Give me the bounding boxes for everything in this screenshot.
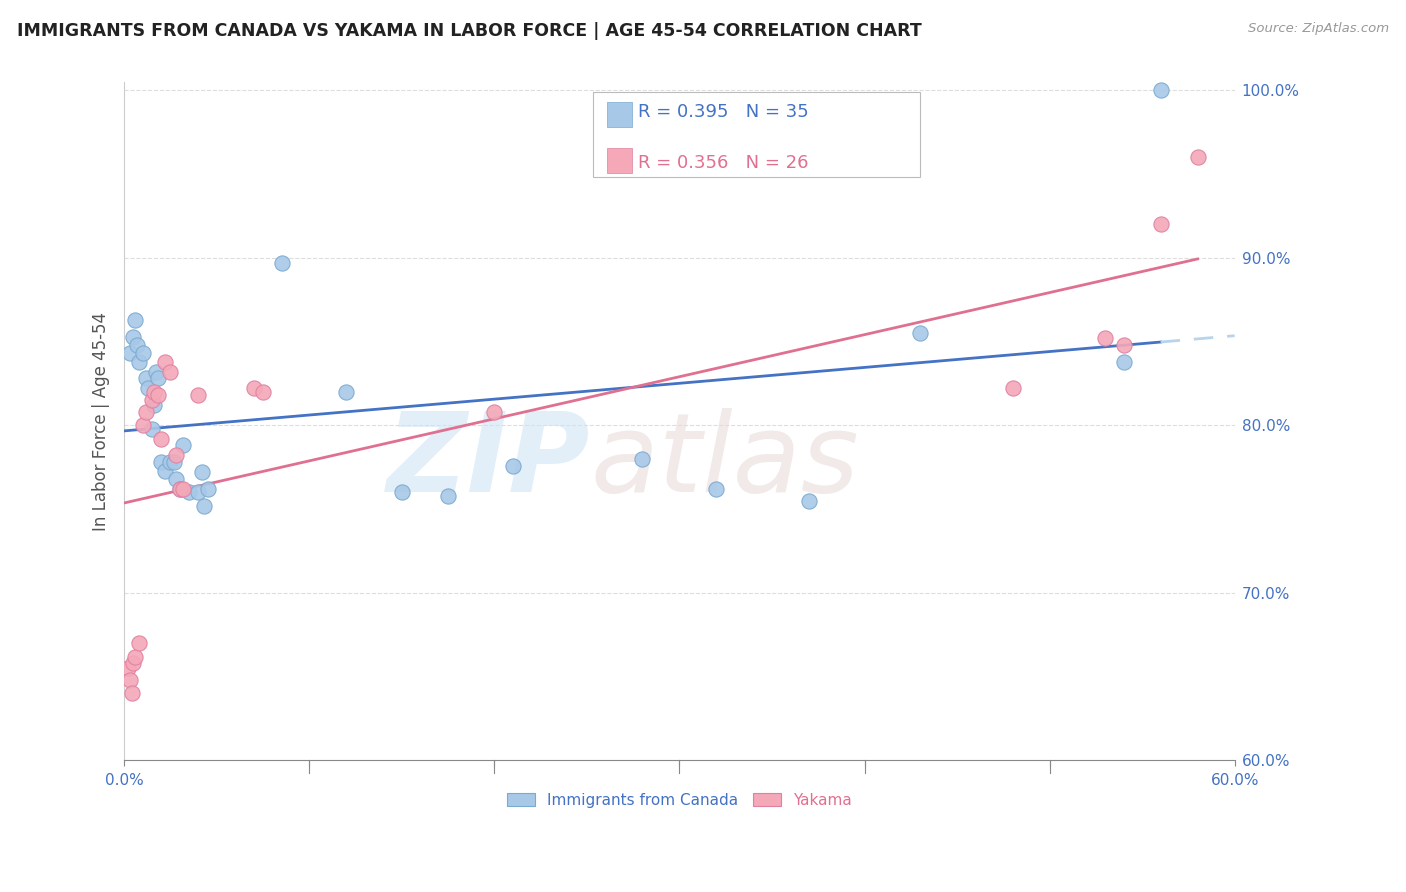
- Point: [146, 388, 169, 402]
- Point: [128, 354, 150, 368]
- Point: [169, 482, 191, 496]
- Point: [631, 451, 654, 466]
- Point: [1001, 382, 1024, 396]
- Point: [132, 418, 155, 433]
- Point: [142, 398, 165, 412]
- Point: [142, 384, 165, 399]
- Point: [1149, 217, 1171, 231]
- Point: [141, 393, 163, 408]
- Text: R = 0.395   N = 35: R = 0.395 N = 35: [638, 103, 808, 121]
- Point: [150, 432, 173, 446]
- Legend: Immigrants from Canada, Yakama: Immigrants from Canada, Yakama: [501, 787, 858, 814]
- Point: [124, 313, 146, 327]
- Point: [908, 326, 931, 341]
- Point: [437, 489, 460, 503]
- Point: [150, 455, 173, 469]
- Point: [252, 384, 274, 399]
- Point: [1112, 338, 1135, 352]
- Text: R = 0.356   N = 26: R = 0.356 N = 26: [638, 154, 808, 172]
- Point: [187, 485, 209, 500]
- Point: [191, 465, 214, 479]
- Point: [128, 636, 150, 650]
- Point: [136, 382, 159, 396]
- Point: [117, 661, 139, 675]
- Point: [165, 472, 187, 486]
- Point: [141, 422, 163, 436]
- Point: [169, 482, 191, 496]
- Point: [159, 365, 181, 379]
- FancyBboxPatch shape: [593, 92, 921, 177]
- Point: [187, 388, 209, 402]
- Point: [132, 346, 155, 360]
- Point: [127, 338, 149, 352]
- Point: [197, 482, 219, 496]
- Point: [159, 455, 181, 469]
- Point: [1112, 354, 1135, 368]
- Point: [193, 499, 215, 513]
- Point: [145, 365, 167, 379]
- Point: [122, 657, 145, 671]
- Point: [797, 493, 820, 508]
- Text: atlas: atlas: [591, 409, 859, 516]
- Point: [124, 649, 146, 664]
- Point: [1094, 331, 1116, 345]
- Point: [484, 405, 506, 419]
- Point: [153, 464, 176, 478]
- Point: [1149, 83, 1171, 97]
- Text: ZIP: ZIP: [387, 409, 591, 516]
- Point: [163, 455, 186, 469]
- Point: [242, 382, 264, 396]
- Point: [1187, 150, 1209, 164]
- Point: [270, 256, 292, 270]
- Point: [122, 329, 145, 343]
- Point: [165, 449, 187, 463]
- Point: [135, 405, 157, 419]
- Point: [335, 384, 357, 399]
- Text: IMMIGRANTS FROM CANADA VS YAKAMA IN LABOR FORCE | AGE 45-54 CORRELATION CHART: IMMIGRANTS FROM CANADA VS YAKAMA IN LABO…: [17, 22, 921, 40]
- Text: Source: ZipAtlas.com: Source: ZipAtlas.com: [1249, 22, 1389, 36]
- Point: [391, 485, 413, 500]
- Point: [172, 482, 194, 496]
- Point: [502, 458, 524, 473]
- Point: [706, 482, 728, 496]
- Y-axis label: In Labor Force | Age 45-54: In Labor Force | Age 45-54: [93, 311, 110, 531]
- Point: [177, 485, 200, 500]
- Point: [121, 686, 143, 700]
- Bar: [607, 148, 631, 174]
- Point: [135, 371, 157, 385]
- Point: [118, 346, 141, 360]
- Point: [118, 673, 141, 687]
- Point: [172, 438, 194, 452]
- Bar: [607, 102, 631, 128]
- Point: [146, 371, 169, 385]
- Point: [153, 354, 176, 368]
